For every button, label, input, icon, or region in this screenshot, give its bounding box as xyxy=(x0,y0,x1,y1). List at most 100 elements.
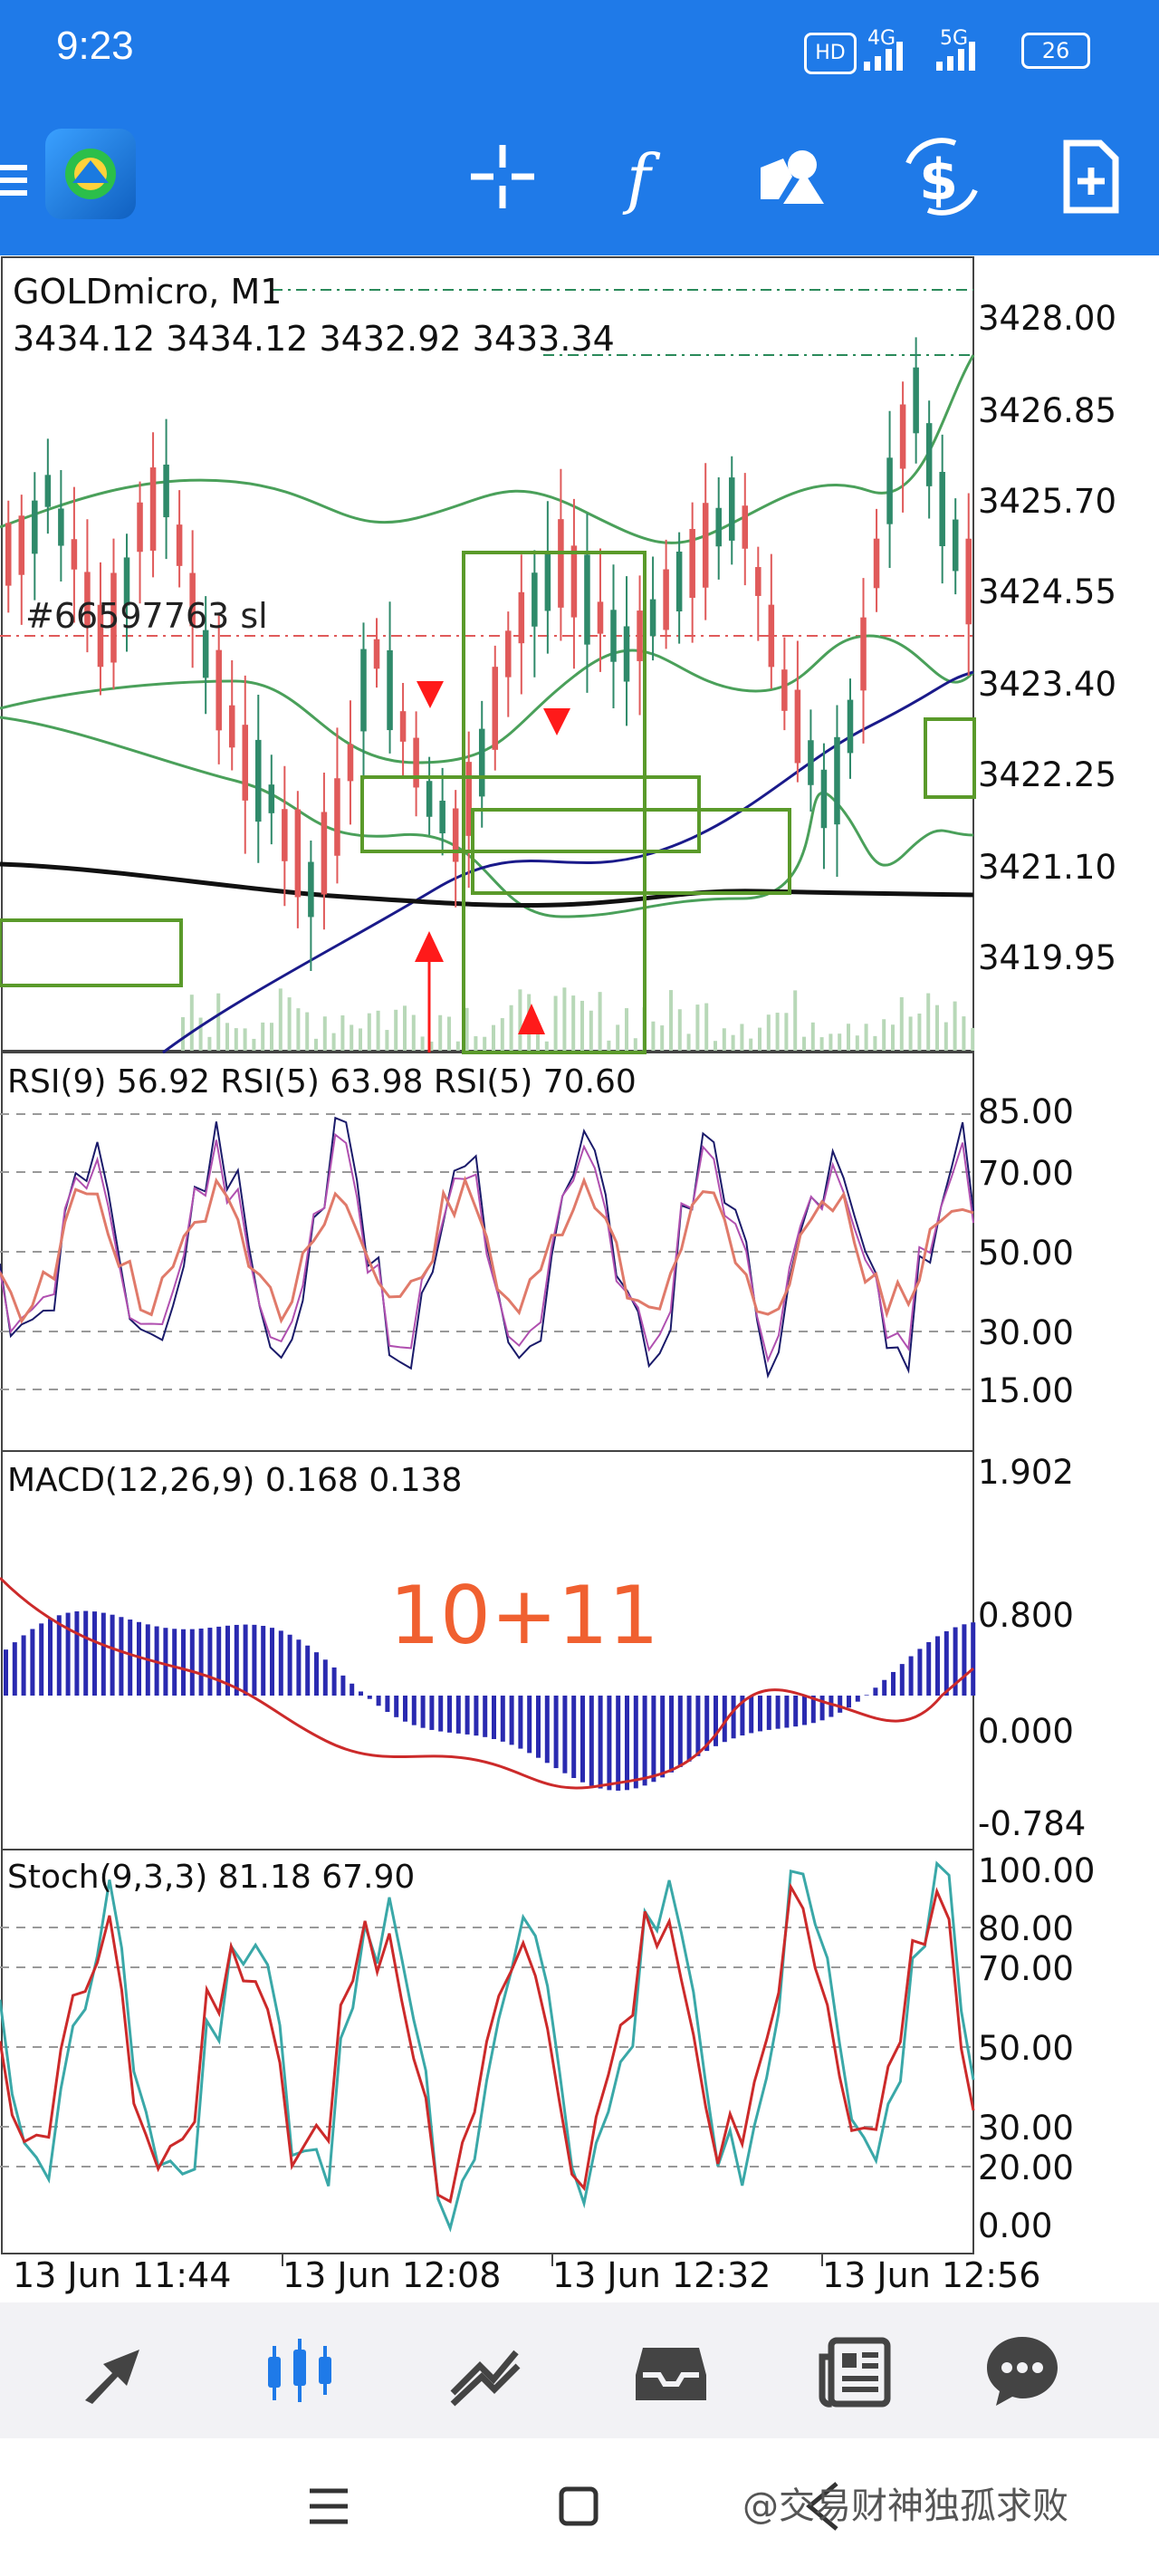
macd-bar xyxy=(376,1696,381,1706)
volume-bar xyxy=(633,1038,637,1051)
volume-bar xyxy=(775,1013,780,1051)
ma-blue xyxy=(162,670,974,1054)
symbols-icon[interactable]: $ xyxy=(892,127,991,226)
candle xyxy=(518,591,525,644)
volume-bar xyxy=(367,1013,371,1051)
objects-icon[interactable] xyxy=(742,127,842,226)
macd-bar xyxy=(367,1696,372,1699)
candle xyxy=(228,705,235,748)
time-tick: 13 Jun 12:08 xyxy=(283,2255,502,2295)
candle xyxy=(637,610,643,661)
time-tick: 13 Jun 12:56 xyxy=(822,2255,1041,2295)
candle xyxy=(321,812,328,895)
chart-area[interactable]: GOLDmicro, M1 3434.12 3434.12 3432.92 34… xyxy=(0,255,1159,2299)
volume-bar xyxy=(198,1017,203,1051)
macd-bar xyxy=(21,1635,26,1696)
menu-icon[interactable] xyxy=(0,127,36,226)
volume-bar xyxy=(855,1035,859,1051)
candle xyxy=(939,471,945,547)
candle xyxy=(373,639,380,669)
volume-bar xyxy=(589,1010,593,1051)
macd-bar xyxy=(492,1696,496,1740)
macd-bar xyxy=(793,1696,799,1727)
candle xyxy=(755,567,761,596)
chart-icon[interactable] xyxy=(259,2330,340,2411)
macd-bar xyxy=(562,1696,568,1773)
candle xyxy=(794,689,801,764)
macd-bar xyxy=(536,1696,541,1758)
home-icon[interactable] xyxy=(538,2465,619,2547)
back-icon[interactable] xyxy=(782,2465,864,2547)
indicators-icon[interactable]: f xyxy=(598,127,697,226)
candle xyxy=(282,809,288,861)
macd-bar xyxy=(92,1611,97,1696)
box-mid-2 xyxy=(471,808,791,895)
svg-text:$: $ xyxy=(919,147,958,213)
candle xyxy=(452,808,459,862)
macd-bar xyxy=(962,1624,967,1696)
candle xyxy=(334,778,340,856)
news-icon[interactable] xyxy=(815,2330,896,2411)
volume-bars xyxy=(181,987,975,1051)
top-toolbar: f $ xyxy=(0,101,1159,255)
volume-bar xyxy=(216,993,221,1051)
candles xyxy=(5,337,972,972)
candle xyxy=(820,769,828,829)
chart-canvas[interactable] xyxy=(0,255,1159,2299)
macd-bar xyxy=(740,1696,745,1736)
volume-bar xyxy=(616,1024,620,1051)
volume-bar xyxy=(278,988,283,1051)
macd-bar xyxy=(296,1639,302,1696)
stoch-title: Stoch(9,3,3) 81.18 67.90 xyxy=(7,1859,416,1896)
candle xyxy=(255,739,262,822)
candle xyxy=(925,423,933,486)
macd-bar xyxy=(278,1630,283,1696)
macd-bar xyxy=(943,1630,949,1696)
macd-tick: 0.000 xyxy=(978,1712,1074,1751)
macd-bar xyxy=(350,1683,355,1696)
time-tick: 13 Jun 11:44 xyxy=(13,2255,232,2295)
candle xyxy=(873,538,880,589)
candle xyxy=(44,475,52,507)
chat-icon[interactable] xyxy=(982,2330,1063,2411)
macd-bar xyxy=(216,1626,222,1696)
candle xyxy=(728,477,735,541)
macd-bar xyxy=(474,1696,479,1736)
macd-bar xyxy=(4,1649,8,1696)
macd-bar xyxy=(207,1628,213,1696)
rsi-tick: 30.00 xyxy=(978,1313,1074,1352)
candle xyxy=(886,457,893,524)
macd-bar xyxy=(189,1629,195,1696)
signal-icon xyxy=(864,42,903,71)
volume-bar xyxy=(829,1033,833,1051)
history-icon[interactable] xyxy=(444,2330,525,2411)
macd-bar xyxy=(411,1696,417,1725)
trade-icon[interactable] xyxy=(76,2330,158,2411)
stoch-panel-frame xyxy=(1,1849,974,2254)
crosshair-icon[interactable] xyxy=(453,127,552,226)
app-logo-icon[interactable] xyxy=(45,129,136,219)
macd-bar xyxy=(802,1696,807,1725)
macd-bar xyxy=(74,1610,80,1696)
volume-bar xyxy=(660,1025,665,1051)
macd-bar xyxy=(891,1671,896,1696)
rsi-tick: 50.00 xyxy=(978,1234,1074,1273)
macd-bar xyxy=(198,1629,204,1696)
volume-bar xyxy=(403,1005,407,1051)
volume-bar xyxy=(677,1009,682,1051)
stoch-tick: 80.00 xyxy=(978,1909,1074,1948)
candle xyxy=(623,626,630,682)
candle xyxy=(610,610,617,662)
macd-bar xyxy=(305,1645,311,1696)
volume-bar xyxy=(483,1036,487,1051)
new-order-icon[interactable] xyxy=(1041,127,1141,226)
rsi-lines xyxy=(0,1116,974,1379)
volume-bar xyxy=(926,993,931,1051)
volume-bar xyxy=(225,1023,229,1051)
menu-recent-icon[interactable] xyxy=(288,2465,369,2547)
volume-bar xyxy=(553,995,558,1051)
volume-bar xyxy=(287,997,292,1051)
volume-bar xyxy=(189,995,194,1051)
inbox-icon[interactable] xyxy=(630,2330,712,2411)
volume-bar xyxy=(562,987,567,1051)
